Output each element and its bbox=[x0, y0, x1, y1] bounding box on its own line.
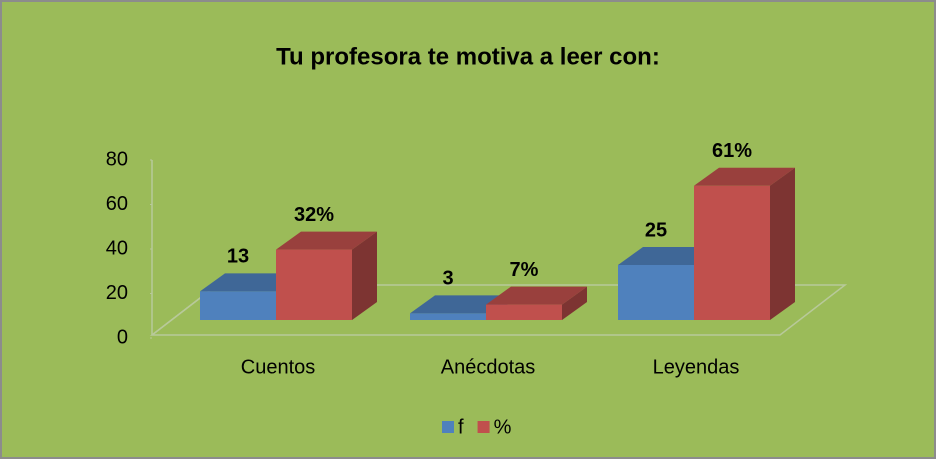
bar-top bbox=[410, 295, 511, 314]
bar-top-shade bbox=[618, 247, 719, 265]
y-tick-label: 0 bbox=[117, 326, 128, 348]
bar-side bbox=[562, 286, 587, 320]
bar-top bbox=[486, 286, 587, 305]
legend-swatch bbox=[442, 421, 454, 433]
bar-top bbox=[618, 247, 719, 265]
x-tick-label: Cuentos bbox=[241, 356, 316, 378]
x-tick-label: Anécdotas bbox=[441, 356, 536, 378]
bar bbox=[486, 304, 562, 320]
bar-side-shade bbox=[562, 286, 587, 320]
bar-top bbox=[200, 273, 301, 292]
bar bbox=[276, 249, 352, 320]
bar-side bbox=[770, 167, 795, 320]
x-tick-label: Leyendas bbox=[653, 356, 740, 378]
data-label: 7% bbox=[510, 259, 539, 281]
bar-side-shade bbox=[770, 167, 795, 320]
bar-top-shade bbox=[200, 273, 301, 292]
bar-top-shade bbox=[276, 231, 377, 250]
bar bbox=[410, 313, 486, 320]
bar-top-shade bbox=[486, 286, 587, 305]
legend-label: % bbox=[494, 416, 512, 438]
y-tick-label: 40 bbox=[106, 237, 128, 259]
y-tick-label: 60 bbox=[106, 193, 128, 215]
legend-swatch bbox=[477, 421, 490, 433]
data-label: 25 bbox=[645, 219, 667, 241]
bar-side-shade bbox=[352, 231, 377, 320]
data-label: 32% bbox=[294, 204, 334, 226]
bar-top bbox=[694, 167, 795, 186]
y-tick-label: 20 bbox=[106, 282, 128, 304]
bar bbox=[618, 265, 694, 320]
data-label: 61% bbox=[712, 140, 752, 162]
data-label: 3 bbox=[442, 268, 453, 290]
bar-side bbox=[352, 231, 377, 320]
bar bbox=[694, 185, 770, 320]
bar-top bbox=[276, 231, 377, 250]
chart-title: Tu profesora te motiva a leer con: bbox=[276, 43, 660, 70]
y-tick-label: 80 bbox=[106, 148, 128, 170]
bar-top-shade bbox=[410, 295, 511, 314]
legend-label: f bbox=[458, 416, 464, 438]
bar bbox=[200, 291, 276, 320]
data-label: 13 bbox=[227, 246, 249, 268]
bar-top-shade bbox=[694, 167, 795, 186]
